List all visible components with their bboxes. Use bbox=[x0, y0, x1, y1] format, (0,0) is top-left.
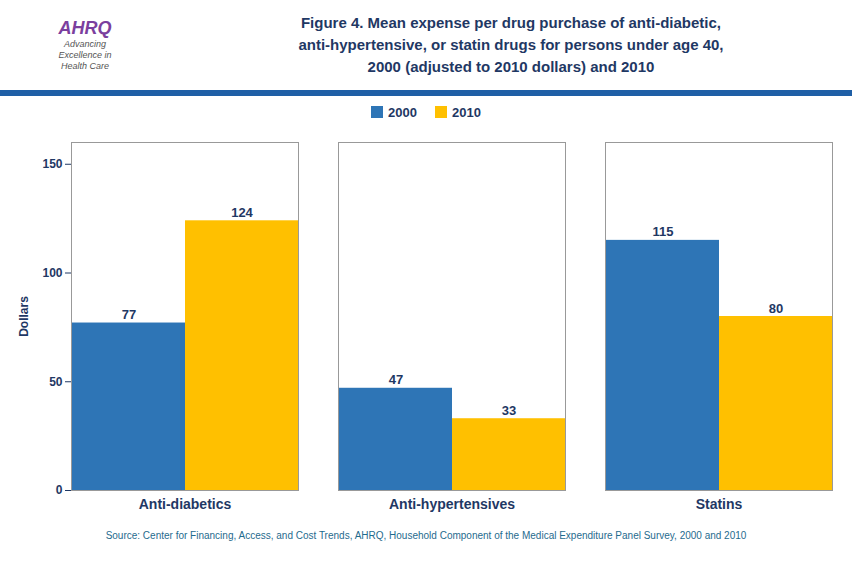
html-text:2000 (adjusted to 2010 dollars: 2000 (adjusted to 2010 dollars) and 2010 bbox=[367, 57, 655, 75]
svg-text:150: 150 bbox=[42, 157, 62, 171]
svg-text:100: 100 bbox=[42, 266, 62, 280]
html-text:2010: 2010 bbox=[452, 104, 481, 120]
html-text:Source: Center for Financing,: Source: Center for Financing, Access, an… bbox=[105, 530, 747, 541]
svg-text:80: 80 bbox=[769, 301, 783, 316]
svg-text:33: 33 bbox=[502, 403, 516, 418]
svg-text:0: 0 bbox=[56, 483, 63, 497]
html-text:AHRQ: AHRQ bbox=[58, 18, 112, 39]
svg-text:124: 124 bbox=[231, 205, 253, 220]
html-text:2000: 2000 bbox=[388, 104, 417, 120]
svg-text:Anti-diabetics: Anti-diabetics bbox=[139, 496, 232, 512]
html-text:Excellence in: Excellence in bbox=[58, 50, 112, 61]
svg-text:Anti-hypertensives: Anti-hypertensives bbox=[389, 496, 515, 512]
svg-text:Dollars: Dollars bbox=[17, 296, 31, 337]
svg-text:Statins: Statins bbox=[696, 496, 743, 512]
html-text:Health Care: Health Care bbox=[61, 60, 109, 71]
html-text:Advancing: Advancing bbox=[64, 39, 106, 50]
html-text:Figure 4. Mean expense per dru: Figure 4. Mean expense per drug purchase… bbox=[300, 14, 721, 32]
svg-text:50: 50 bbox=[49, 375, 63, 389]
svg-text:115: 115 bbox=[653, 224, 674, 239]
html-text:anti-hypertensive, or statin d: anti-hypertensive, or statin drugs for p… bbox=[298, 36, 724, 54]
svg-text:47: 47 bbox=[389, 372, 403, 387]
svg-text:77: 77 bbox=[122, 307, 136, 322]
